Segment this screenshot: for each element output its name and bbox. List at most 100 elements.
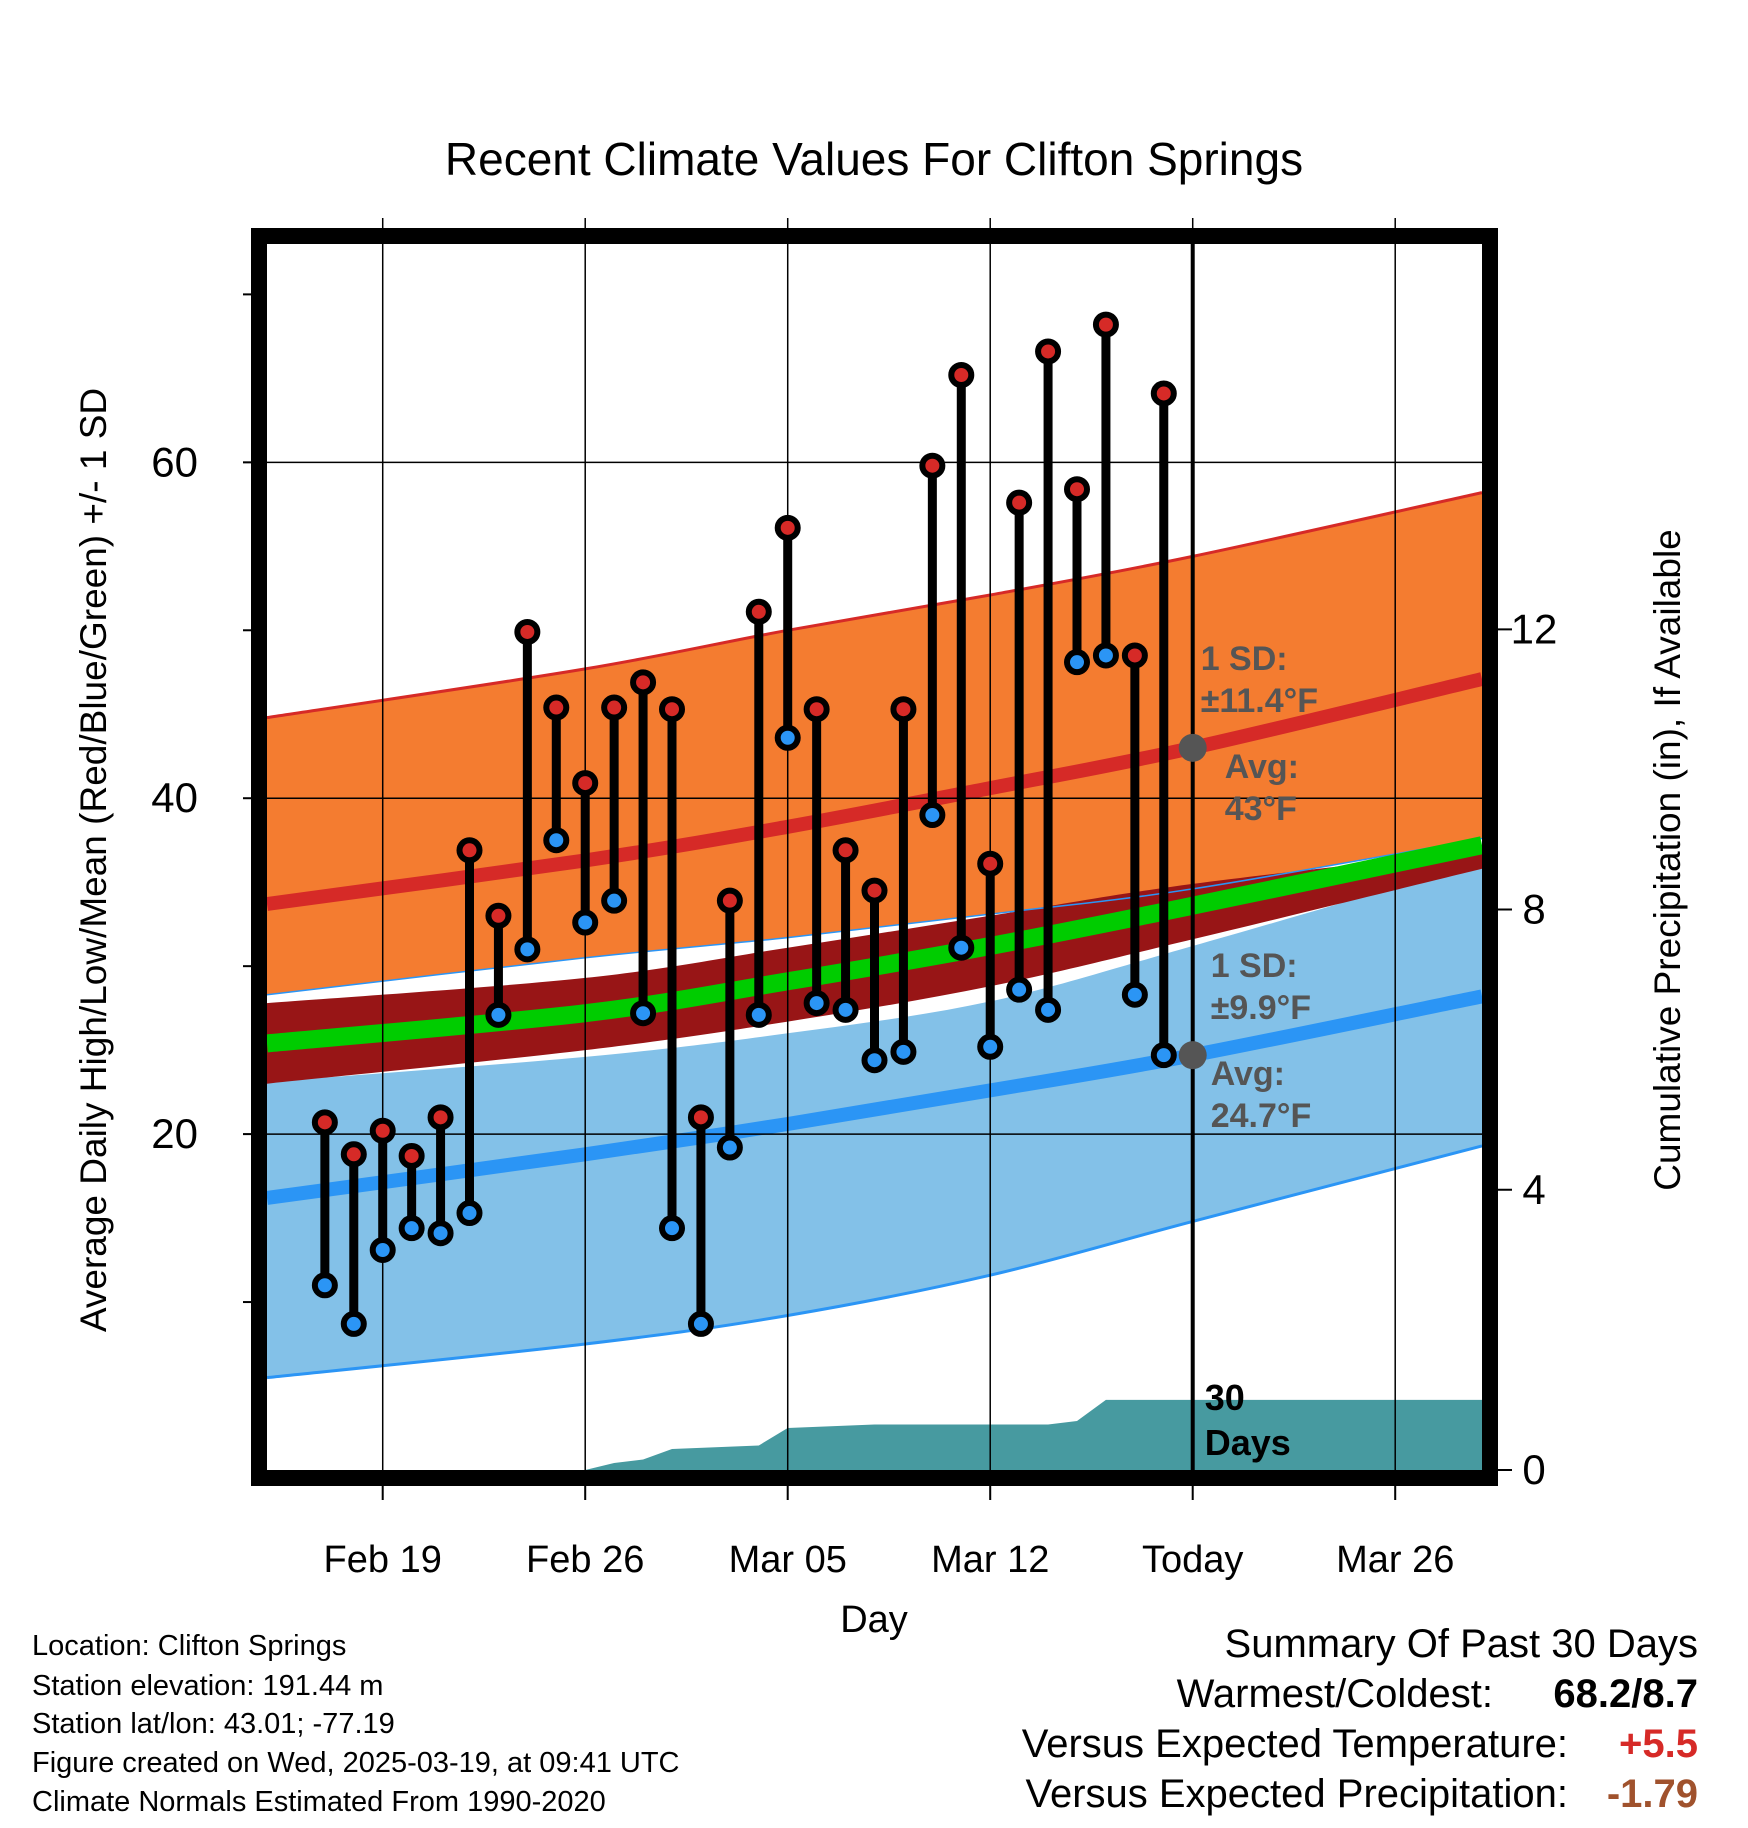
x-tick-label: Mar 26 — [1336, 1539, 1454, 1581]
elevation-text: Station elevation: 191.44 m — [32, 1670, 384, 1702]
obs-high-point — [716, 887, 743, 914]
annotation-text: 1 SD: — [1211, 947, 1298, 985]
obs-high-point — [745, 598, 772, 625]
obs-high-point — [1121, 642, 1148, 669]
plot-frame — [251, 228, 1498, 1486]
obs-high-point — [948, 361, 975, 388]
obs-low-point — [716, 1134, 743, 1161]
today-label-line-1: 30 — [1205, 1377, 1245, 1418]
obs-high-point — [890, 696, 917, 723]
summary-title: Summary Of Past 30 Days — [1224, 1622, 1698, 1666]
mean-normal-line — [266, 836, 1484, 1053]
y-axis-label: Average Daily High/Low/Mean (Red/Blue/Gr… — [73, 388, 114, 1332]
obs-low-point — [630, 1000, 657, 1027]
obs-low-point — [485, 1001, 512, 1028]
chart-title: Recent Climate Values For Clifton Spring… — [445, 133, 1303, 185]
obs-low-point — [1064, 649, 1090, 676]
plot-border — [251, 228, 1498, 1486]
latlon-text: Station lat/lon: 43.01; -77.19 — [32, 1708, 395, 1740]
daily-observations — [311, 311, 1177, 1337]
axes: Feb 19 Feb 26 Mar 05 Mar 12 Today Mar 2620406… — [151, 293, 1558, 1581]
y2-tick-label: 0 — [1522, 1446, 1545, 1493]
obs-low-point — [456, 1200, 483, 1227]
precip-label: Versus Expected Precipitation: — [1025, 1772, 1568, 1816]
obs-high-point — [803, 696, 830, 723]
normal-anchor-dot — [1178, 733, 1207, 762]
x-tick-label: Mar 12 — [931, 1539, 1049, 1581]
obs-high-point — [774, 514, 801, 541]
annotation-text: 1 SD: — [1201, 640, 1288, 678]
annotation-text: ±11.4°F — [1201, 682, 1318, 720]
obs-low-point — [687, 1310, 714, 1337]
obs-high-point — [572, 770, 599, 797]
warm-cold-label: Warmest/Coldest: — [1176, 1672, 1493, 1716]
created-text: Figure created on Wed, 2025-03-19, at 09… — [32, 1747, 680, 1779]
obs-low-point — [1121, 981, 1148, 1008]
obs-high-point — [861, 877, 888, 904]
obs-high-point — [543, 694, 570, 721]
low-sd-band — [267, 862, 1482, 1378]
obs-low-point — [1150, 1042, 1177, 1069]
x-axis-label: Day — [840, 1599, 908, 1641]
obs-high-point — [601, 694, 628, 721]
y-tick-label: 20 — [151, 1110, 198, 1157]
temp-value: +5.5 — [1619, 1722, 1698, 1766]
obs-high-point — [398, 1142, 425, 1169]
y2-tick-label: 8 — [1522, 886, 1545, 933]
precipitation-area-fill — [267, 1399, 1482, 1470]
obs-low-point — [340, 1310, 367, 1337]
normals-text: Climate Normals Estimated From 1990-2020 — [32, 1786, 606, 1818]
y2-axis-label: Cumulative Precipitation (in), If Availa… — [1647, 529, 1688, 1191]
obs-high-point — [687, 1104, 714, 1131]
high-normal-line — [266, 672, 1484, 911]
obs-high-point — [832, 837, 859, 864]
precipitation-area — [267, 1399, 1482, 1470]
y2-tick-label: 12 — [1511, 605, 1558, 652]
annotation-text: ±9.9°F — [1211, 989, 1311, 1027]
high-sd-lower-edge — [266, 837, 1483, 996]
obs-low-point — [803, 990, 830, 1017]
obs-low-point — [774, 724, 801, 751]
obs-high-point — [1006, 489, 1033, 516]
location-text: Location: Clifton Springs — [32, 1630, 347, 1662]
obs-low-point — [832, 996, 859, 1023]
normal-annotations: 1 SD: ±11.4°F Avg: 43°F 1 SD: ±9.9°F Avg: 24.7°… — [1178, 640, 1318, 1135]
obs-low-point — [861, 1047, 888, 1074]
annotation-text: Avg: — [1225, 748, 1299, 786]
precip-value: -1.79 — [1606, 1772, 1698, 1816]
obs-high-point — [514, 618, 541, 645]
today-label-line-2: Days — [1205, 1422, 1291, 1463]
obs-high-point — [311, 1109, 338, 1136]
obs-low-point — [543, 827, 570, 854]
annotation-text: 24.7°F — [1211, 1097, 1312, 1135]
x-tick-label: Mar 05 — [729, 1539, 847, 1581]
obs-low-point — [601, 887, 628, 914]
obs-low-point — [572, 909, 599, 936]
obs-high-point — [485, 902, 512, 929]
temp-label: Versus Expected Temperature: — [1021, 1722, 1568, 1766]
obs-high-point — [1150, 380, 1177, 407]
obs-low-point — [1092, 642, 1119, 669]
obs-low-point — [1035, 996, 1062, 1023]
obs-high-point — [1035, 338, 1062, 365]
obs-high-point — [1064, 476, 1090, 503]
obs-low-point — [427, 1220, 454, 1247]
obs-low-point — [659, 1215, 685, 1242]
obs-low-point — [1006, 976, 1033, 1003]
low-sd-lower-edge — [266, 1144, 1483, 1380]
obs-high-point — [369, 1117, 396, 1144]
warm-cold-value: 68.2/8.7 — [1553, 1672, 1698, 1716]
x-tick-label: Today — [1142, 1539, 1243, 1581]
obs-high-point — [630, 669, 657, 696]
obs-low-point — [398, 1215, 425, 1242]
x-tick-label: Feb 19 — [324, 1539, 442, 1581]
obs-low-point — [890, 1038, 917, 1065]
annotation-text: Avg: — [1211, 1055, 1285, 1093]
high-sd-upper-edge — [266, 491, 1483, 720]
obs-low-point — [369, 1236, 396, 1263]
obs-high-point — [427, 1104, 454, 1131]
y2-tick-label: 4 — [1522, 1166, 1545, 1213]
obs-high-point — [919, 452, 946, 479]
obs-low-point — [977, 1033, 1004, 1060]
